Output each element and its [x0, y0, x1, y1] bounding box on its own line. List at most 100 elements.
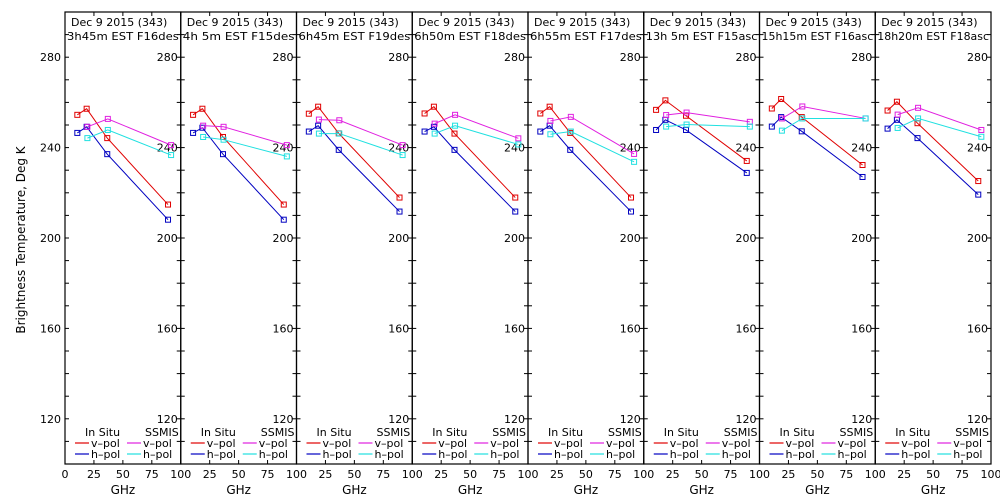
data-point-ssmis-v — [315, 116, 322, 123]
legend-title: In Situ — [317, 426, 352, 439]
data-point-insitu-h — [798, 128, 805, 135]
data-point-ssmis-v — [631, 150, 638, 157]
legend-title: SSMIS — [145, 426, 179, 439]
series-line-ssmis-v — [87, 118, 172, 146]
panel-title-date: Dec 9 2015 (343) — [71, 16, 167, 29]
x-tick-label: 75 — [955, 468, 969, 481]
y-tick-label: 120 — [504, 413, 525, 426]
data-point-insitu-v — [628, 194, 635, 201]
data-point-insitu-v — [421, 110, 428, 117]
data-point-insitu-v — [315, 103, 322, 110]
x-tick-label: 75 — [261, 468, 275, 481]
series-line-ssmis-h — [434, 125, 519, 145]
x-axis-label: GHz — [342, 483, 367, 497]
y-tick-label: 120 — [736, 413, 757, 426]
data-point-ssmis-v — [168, 142, 175, 149]
data-point-insitu-h — [567, 146, 574, 153]
data-point-insitu-v — [768, 105, 775, 112]
data-point-insitu-v — [743, 157, 750, 164]
data-point-insitu-v — [512, 194, 519, 201]
x-tick-label: 75 — [724, 468, 738, 481]
data-point-ssmis-h — [746, 123, 753, 130]
legend-label: v–pol — [670, 437, 699, 450]
y-tick-label: 200 — [851, 232, 872, 245]
data-point-insitu-h — [74, 129, 81, 136]
y-tick-label: 160 — [851, 322, 872, 335]
legend-title: In Situ — [432, 426, 467, 439]
data-point-ssmis-v — [431, 120, 438, 127]
y-tick-label: 160 — [40, 322, 61, 335]
data-point-ssmis-v — [200, 122, 207, 129]
panel-title-date: Dec 9 2015 (343) — [187, 16, 283, 29]
data-point-insitu-v — [280, 201, 287, 208]
legend-label: v–pol — [901, 437, 930, 450]
x-tick-label: 100 — [865, 468, 886, 481]
y-tick-label: 160 — [736, 322, 757, 335]
x-tick-label: 75 — [376, 468, 390, 481]
y-tick-label: 280 — [851, 51, 872, 64]
data-point-ssmis-v — [283, 142, 290, 149]
series-line-insitu-v — [192, 108, 285, 205]
data-point-ssmis-h — [683, 121, 690, 128]
series-line-insitu-h — [308, 125, 400, 212]
data-point-insitu-v — [859, 162, 866, 169]
series-line-ssmis-h — [318, 133, 403, 156]
series-line-insitu-h — [424, 126, 516, 212]
x-tick-label: 50 — [926, 468, 940, 481]
legend-title: SSMIS — [724, 426, 758, 439]
data-point-insitu-v — [199, 105, 206, 112]
data-point-insitu-h — [743, 169, 750, 176]
series-line-insitu-h — [540, 125, 632, 212]
x-tick-label: 25 — [434, 468, 448, 481]
series-line-insitu-v — [540, 106, 632, 198]
panel-3: Dec 9 2015 (343)6h45m EST F19des 120 160 20… — [295, 11, 423, 497]
x-axis-label: GHz — [921, 483, 946, 497]
y-tick-label: 240 — [620, 142, 641, 155]
y-tick-label: 120 — [273, 413, 294, 426]
y-tick-label: 280 — [736, 51, 757, 64]
panel-7: Dec 9 2015 (343)15h15m EST F16asc 120 160 2… — [758, 11, 886, 497]
data-point-ssmis-h — [567, 128, 574, 135]
x-tick-label: 50 — [810, 468, 824, 481]
data-point-insitu-h — [859, 173, 866, 180]
panel-4: Dec 9 2015 (343)6h50m EST F18des 120 160 20… — [411, 11, 539, 497]
series-line-insitu-h — [887, 119, 979, 195]
legend-label: v–pol — [953, 437, 982, 450]
x-tick-label: 50 — [232, 468, 246, 481]
legend-title: SSMIS — [840, 426, 874, 439]
data-point-insitu-v — [451, 130, 458, 137]
data-point-insitu-v — [884, 107, 891, 114]
data-point-insitu-v — [83, 105, 90, 112]
series-line-insitu-v — [771, 98, 863, 166]
panels: Dec 9 2015 (343)3h45m EST F16des12012016… — [40, 11, 1000, 497]
data-point-ssmis-v — [683, 109, 690, 116]
data-point-ssmis-h — [631, 158, 638, 165]
y-tick-label: 160 — [388, 322, 409, 335]
y-tick-label: 200 — [504, 232, 525, 245]
x-tick-label: 25 — [550, 468, 564, 481]
x-tick-label: 100 — [633, 468, 654, 481]
data-point-ssmis-h — [915, 115, 922, 122]
data-point-insitu-v — [190, 111, 197, 118]
panel-title-time: 6h55m EST F17des — [530, 30, 642, 43]
y-tick-label: 120 — [967, 413, 988, 426]
series-line-ssmis-v — [781, 105, 866, 119]
legend-label: h–pol — [143, 448, 172, 461]
legend-title: SSMIS — [492, 426, 526, 439]
x-tick-label: 50 — [116, 468, 130, 481]
x-tick-label: 25 — [666, 468, 680, 481]
panel-title-date: Dec 9 2015 (343) — [303, 16, 399, 29]
x-tick-label: 25 — [87, 468, 101, 481]
x-tick-label: 0 — [62, 468, 69, 481]
y-tick-label: 240 — [851, 142, 872, 155]
panel-title-time: 6h50m EST F18des — [414, 30, 526, 43]
data-point-ssmis-v — [104, 115, 111, 122]
series-line-ssmis-v — [434, 114, 519, 139]
legend-label: v–pol — [722, 437, 751, 450]
legend-label: v–pol — [323, 437, 352, 450]
y-tick-label: 120 — [388, 413, 409, 426]
data-point-ssmis-v — [84, 123, 91, 130]
series-line-ssmis-h — [550, 131, 635, 163]
